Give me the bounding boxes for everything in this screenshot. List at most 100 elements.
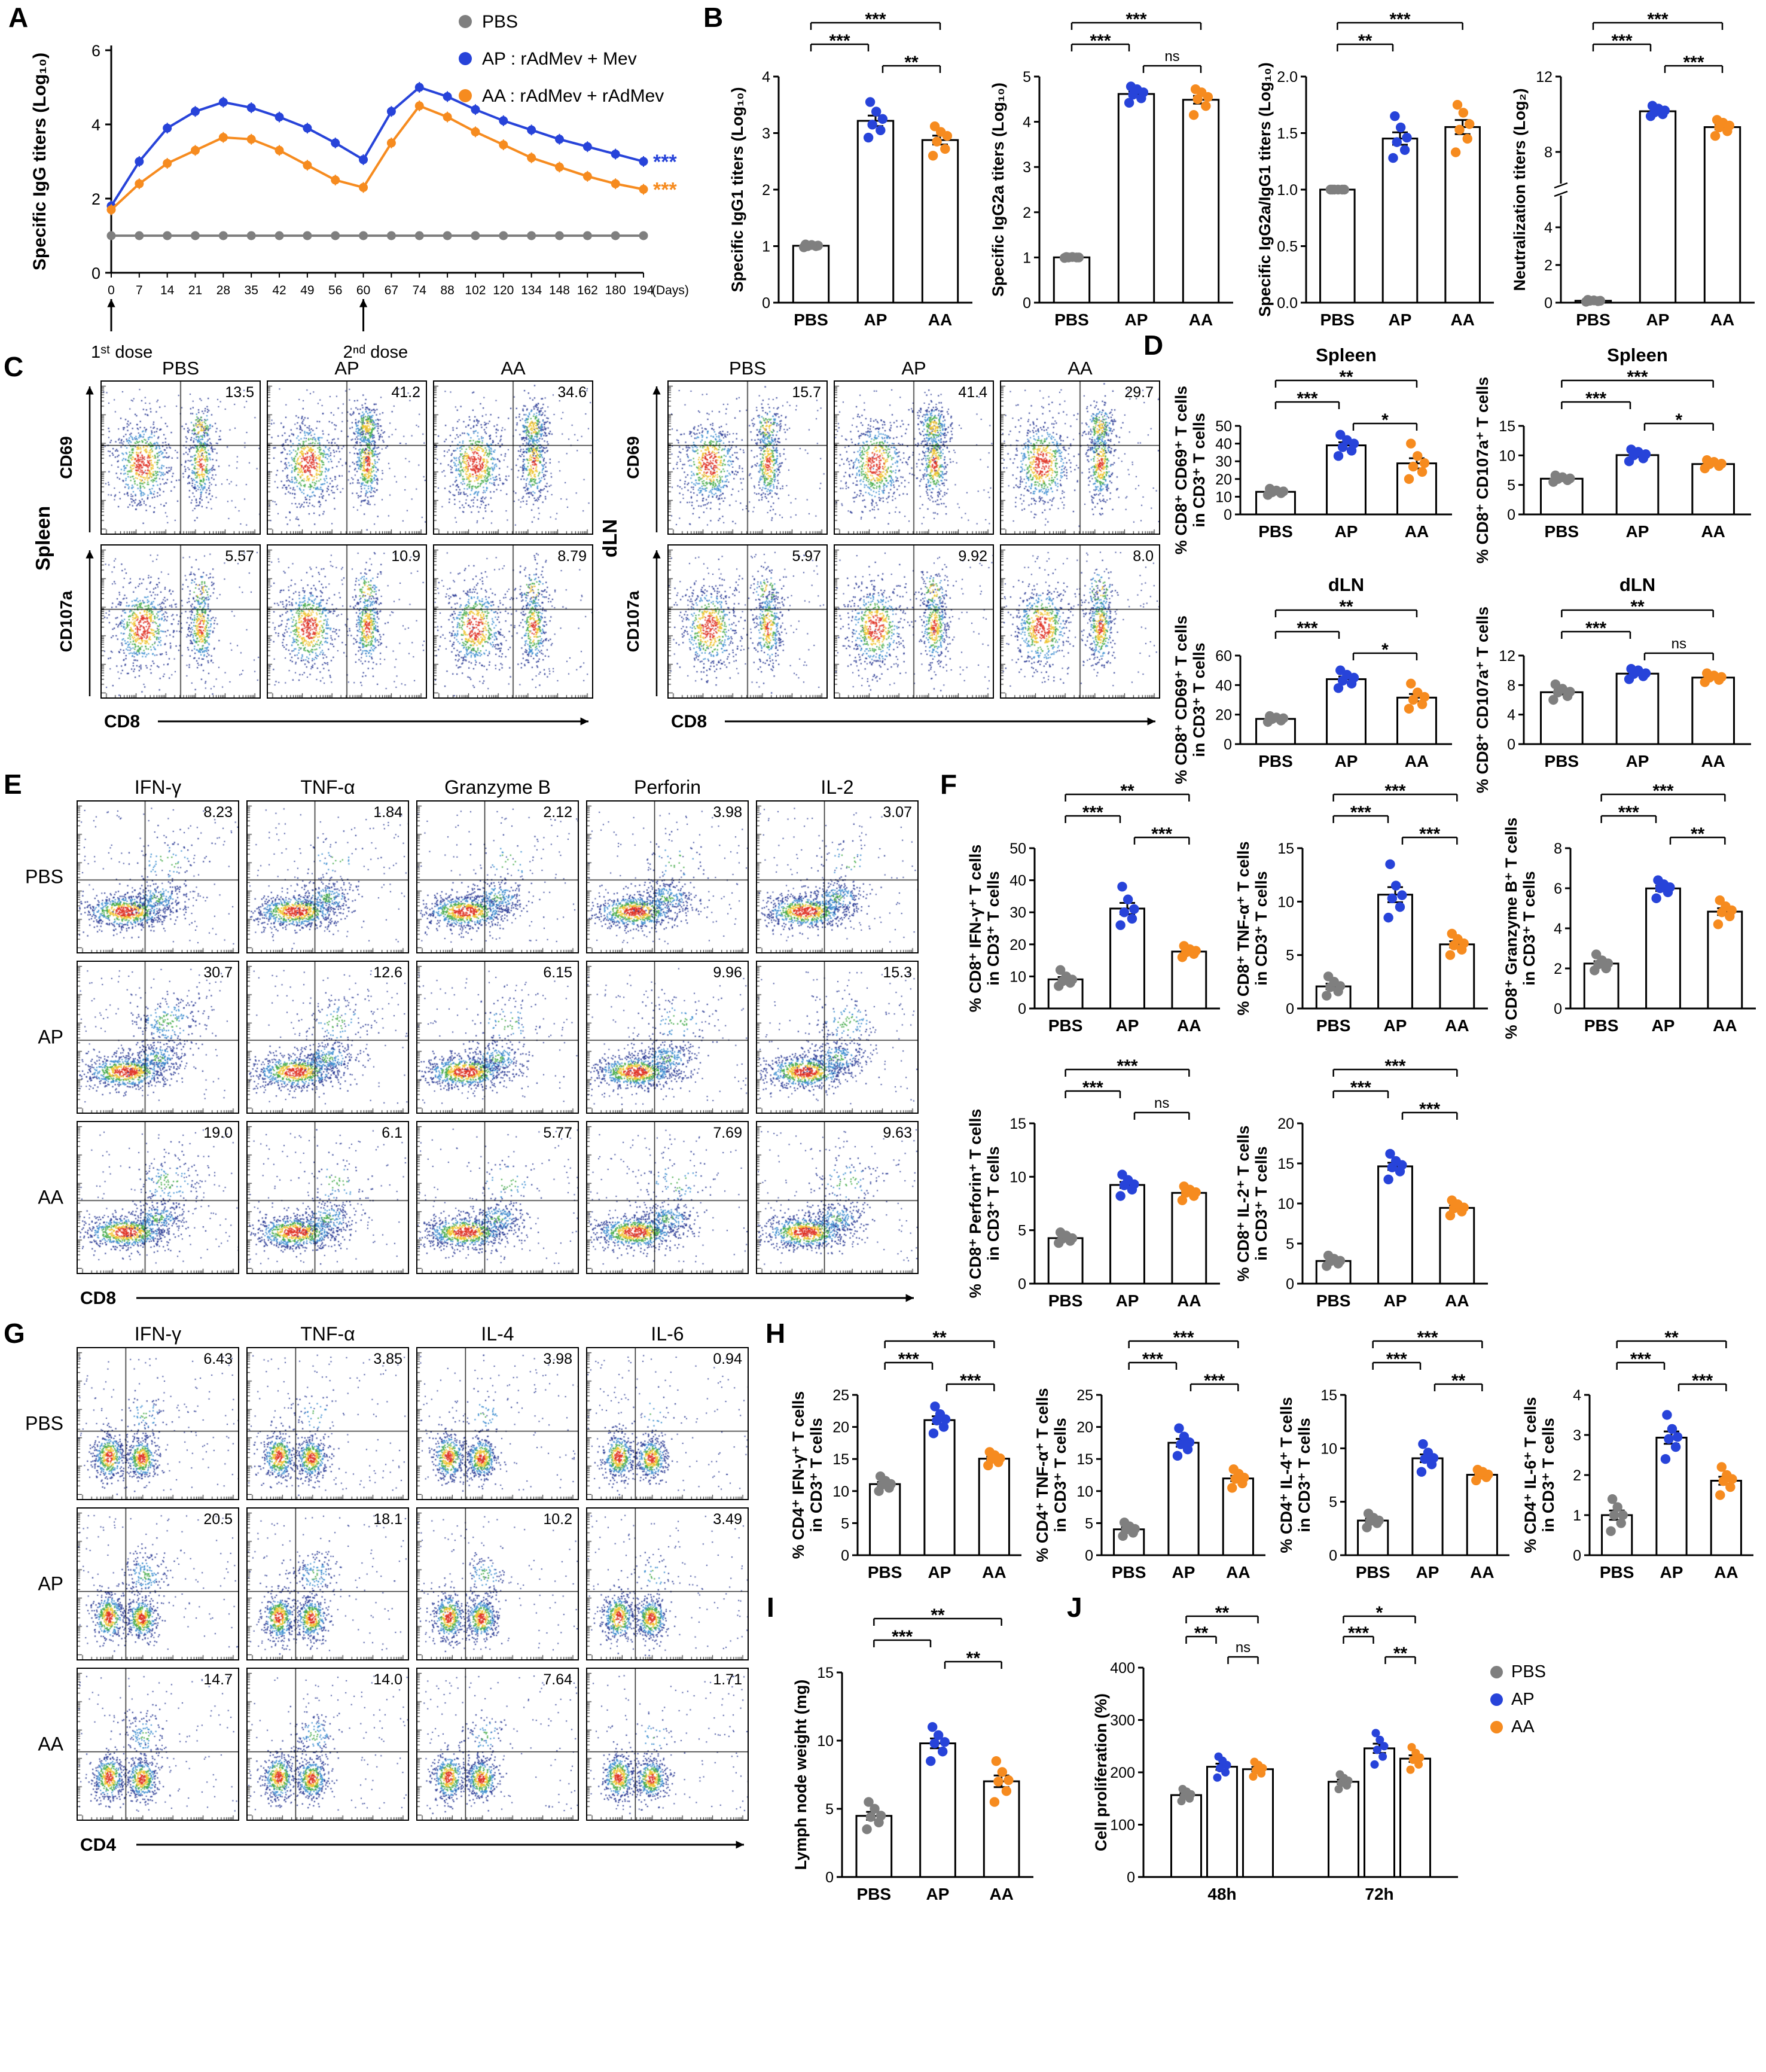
flow-col-header: IL-6 xyxy=(651,1323,684,1345)
flow-plot-e-ap-granzyme b: 6.15 xyxy=(416,961,579,1114)
x-tick-label: 120 xyxy=(493,284,514,297)
quadrant-percent: 1.84 xyxy=(373,804,402,821)
y-tick-label: 0 xyxy=(762,295,770,312)
significance-label: ** xyxy=(1120,781,1134,801)
category-label: AA xyxy=(1713,1016,1737,1035)
flow-x-axis: CD8 xyxy=(671,712,1155,732)
quadrant-percent: 1.71 xyxy=(713,1671,742,1688)
flow-col-header: Perforin xyxy=(633,776,701,798)
y-tick-label: 10 xyxy=(1009,1169,1026,1186)
category-label: AA xyxy=(989,1885,1013,1903)
significance-label: *** xyxy=(1647,10,1668,29)
category-label: PBS xyxy=(1316,1291,1351,1310)
x-tick-label: 74 xyxy=(413,284,427,297)
y-axis-label: % CD4⁺ TNF-α⁺ T cells xyxy=(1033,1388,1051,1562)
flow-plot-dln-cd107a-pbs: 5.97 xyxy=(667,544,828,699)
y-tick-label: 25 xyxy=(832,1387,849,1404)
flow-plot-g-pbs-ifn-γ: 6.43 xyxy=(77,1347,239,1500)
flow-dotplot-canvas xyxy=(587,802,748,952)
y-tick-label: 20 xyxy=(1009,937,1026,953)
flow-plot-e-pbs-ifn-γ: 8.23 xyxy=(77,800,239,953)
bar-chart-H3: 0 5 10 15 % CD4⁺ IL-4⁺ T cells in CD3⁺ T cell… xyxy=(1277,1328,1509,1582)
significance-label: *** xyxy=(898,1349,919,1369)
flow-plot-g-aa-tnf-α: 14.0 xyxy=(246,1668,409,1821)
flow-y-axis-label: CD107a xyxy=(624,590,642,652)
legend-row: AA xyxy=(1490,1713,1546,1741)
flow-dotplot-canvas xyxy=(587,1122,748,1273)
flow-dotplot-canvas xyxy=(78,962,238,1113)
category-label: AA xyxy=(1177,1291,1201,1310)
category-label: PBS xyxy=(1054,310,1089,329)
flow-x-axis: CD8 xyxy=(80,1288,914,1308)
significance-label: *** xyxy=(1090,31,1111,51)
y-axis-label: in CD3⁺ T cells xyxy=(1520,871,1538,985)
x-tick-label: 134 xyxy=(521,284,542,297)
flow-y-axis-label: CD69 xyxy=(624,436,642,479)
significance-label: * xyxy=(1381,640,1389,660)
flow-plot-g-ap-ifn-γ: 20.5 xyxy=(77,1507,239,1660)
flow-row-label-pbs: PBS xyxy=(25,1412,63,1434)
legend: PBS AP AA xyxy=(1490,1658,1546,1741)
panel-letter-a: A xyxy=(8,2,29,33)
y-tick-label: 20 xyxy=(1076,1419,1093,1436)
category-label: AP xyxy=(1652,1016,1675,1035)
quadrant-percent: 7.69 xyxy=(713,1125,742,1141)
flow-dotplot-canvas xyxy=(248,1669,408,1820)
significance-label: * xyxy=(1381,410,1389,430)
y-tick-label: 10 xyxy=(1277,1196,1294,1212)
y-tick-label: 10 xyxy=(817,1733,834,1750)
significance-label: *** xyxy=(1652,781,1673,801)
quadrant-percent: 3.49 xyxy=(713,1511,742,1528)
significance-label: ns xyxy=(1236,1640,1250,1656)
category-label: AA xyxy=(1405,522,1429,541)
category-label: AP xyxy=(864,310,887,329)
x-tick-label: 194 xyxy=(633,284,654,297)
quadrant-percent: 10.9 xyxy=(391,548,420,565)
y-tick-label: 15 xyxy=(1320,1387,1337,1404)
flow-plot-e-pbs-granzyme b: 2.12 xyxy=(416,800,579,953)
significance-label: *** xyxy=(1204,1371,1225,1391)
flow-dotplot-canvas xyxy=(587,962,748,1113)
series-line-2 xyxy=(110,104,644,211)
y-axis-label: Cell proliferation (%) xyxy=(1092,1693,1110,1851)
panel-letter-b: B xyxy=(703,2,724,33)
y-tick-label: 10 xyxy=(832,1483,849,1500)
quadrant-percent: 14.0 xyxy=(373,1671,402,1688)
quadrant-percent: 14.7 xyxy=(203,1671,233,1688)
flow-plot-dln-cd69-ap: 41.4 xyxy=(834,380,994,535)
category-label: AA xyxy=(1710,310,1734,329)
y-tick-label: 1 xyxy=(1573,1507,1581,1524)
y-tick-label: 4 xyxy=(1554,921,1562,937)
quadrant-percent: 41.2 xyxy=(391,384,420,401)
significance-label: ns xyxy=(1672,636,1686,652)
y-axis-arrow-icon xyxy=(86,386,94,395)
flow-plot-e-aa-ifn-γ: 19.0 xyxy=(77,1121,239,1274)
y-tick-label: 400 xyxy=(1110,1660,1135,1677)
category-label: AP xyxy=(1116,1291,1139,1310)
y-tick-label: 15 xyxy=(1076,1451,1093,1468)
y-tick-label: 10 xyxy=(1320,1440,1337,1457)
flow-dotplot-canvas xyxy=(417,1122,578,1273)
x-tick-label: 49 xyxy=(300,284,314,297)
significance-label: ** xyxy=(1451,1371,1466,1391)
flow-plot-e-pbs-tnf-α: 1.84 xyxy=(246,800,409,953)
y-tick-label: 20 xyxy=(1215,471,1232,488)
panel-letter-d: D xyxy=(1143,330,1164,361)
flow-x-axis: CD4 xyxy=(80,1835,744,1855)
y-tick-label: 5 xyxy=(841,1515,849,1532)
category-label: AP xyxy=(1335,522,1358,541)
category-label: PBS xyxy=(1112,1563,1146,1582)
flow-plot-e-ap-perforin: 9.96 xyxy=(586,961,749,1114)
flow-row-label-ap: AP xyxy=(38,1573,63,1595)
category-label: PBS xyxy=(1600,1563,1634,1582)
y-tick-label: 12 xyxy=(1536,69,1553,86)
y-axis-label: in CD3⁺ T cells xyxy=(1539,1418,1557,1532)
flow-dotplot-canvas xyxy=(102,546,260,697)
flow-col-header: PBS xyxy=(728,358,767,379)
y-axis-label: in CD3⁺ T cells xyxy=(1295,1418,1313,1532)
y-tick-label: 200 xyxy=(1110,1765,1135,1781)
bar-chart-H4: 0 1 2 3 4 % CD4⁺ IL-6⁺ T cells in CD3⁺ T cells… xyxy=(1521,1328,1753,1582)
y-axis-label: % CD4⁺ IFN-γ⁺ T cells xyxy=(789,1391,807,1559)
